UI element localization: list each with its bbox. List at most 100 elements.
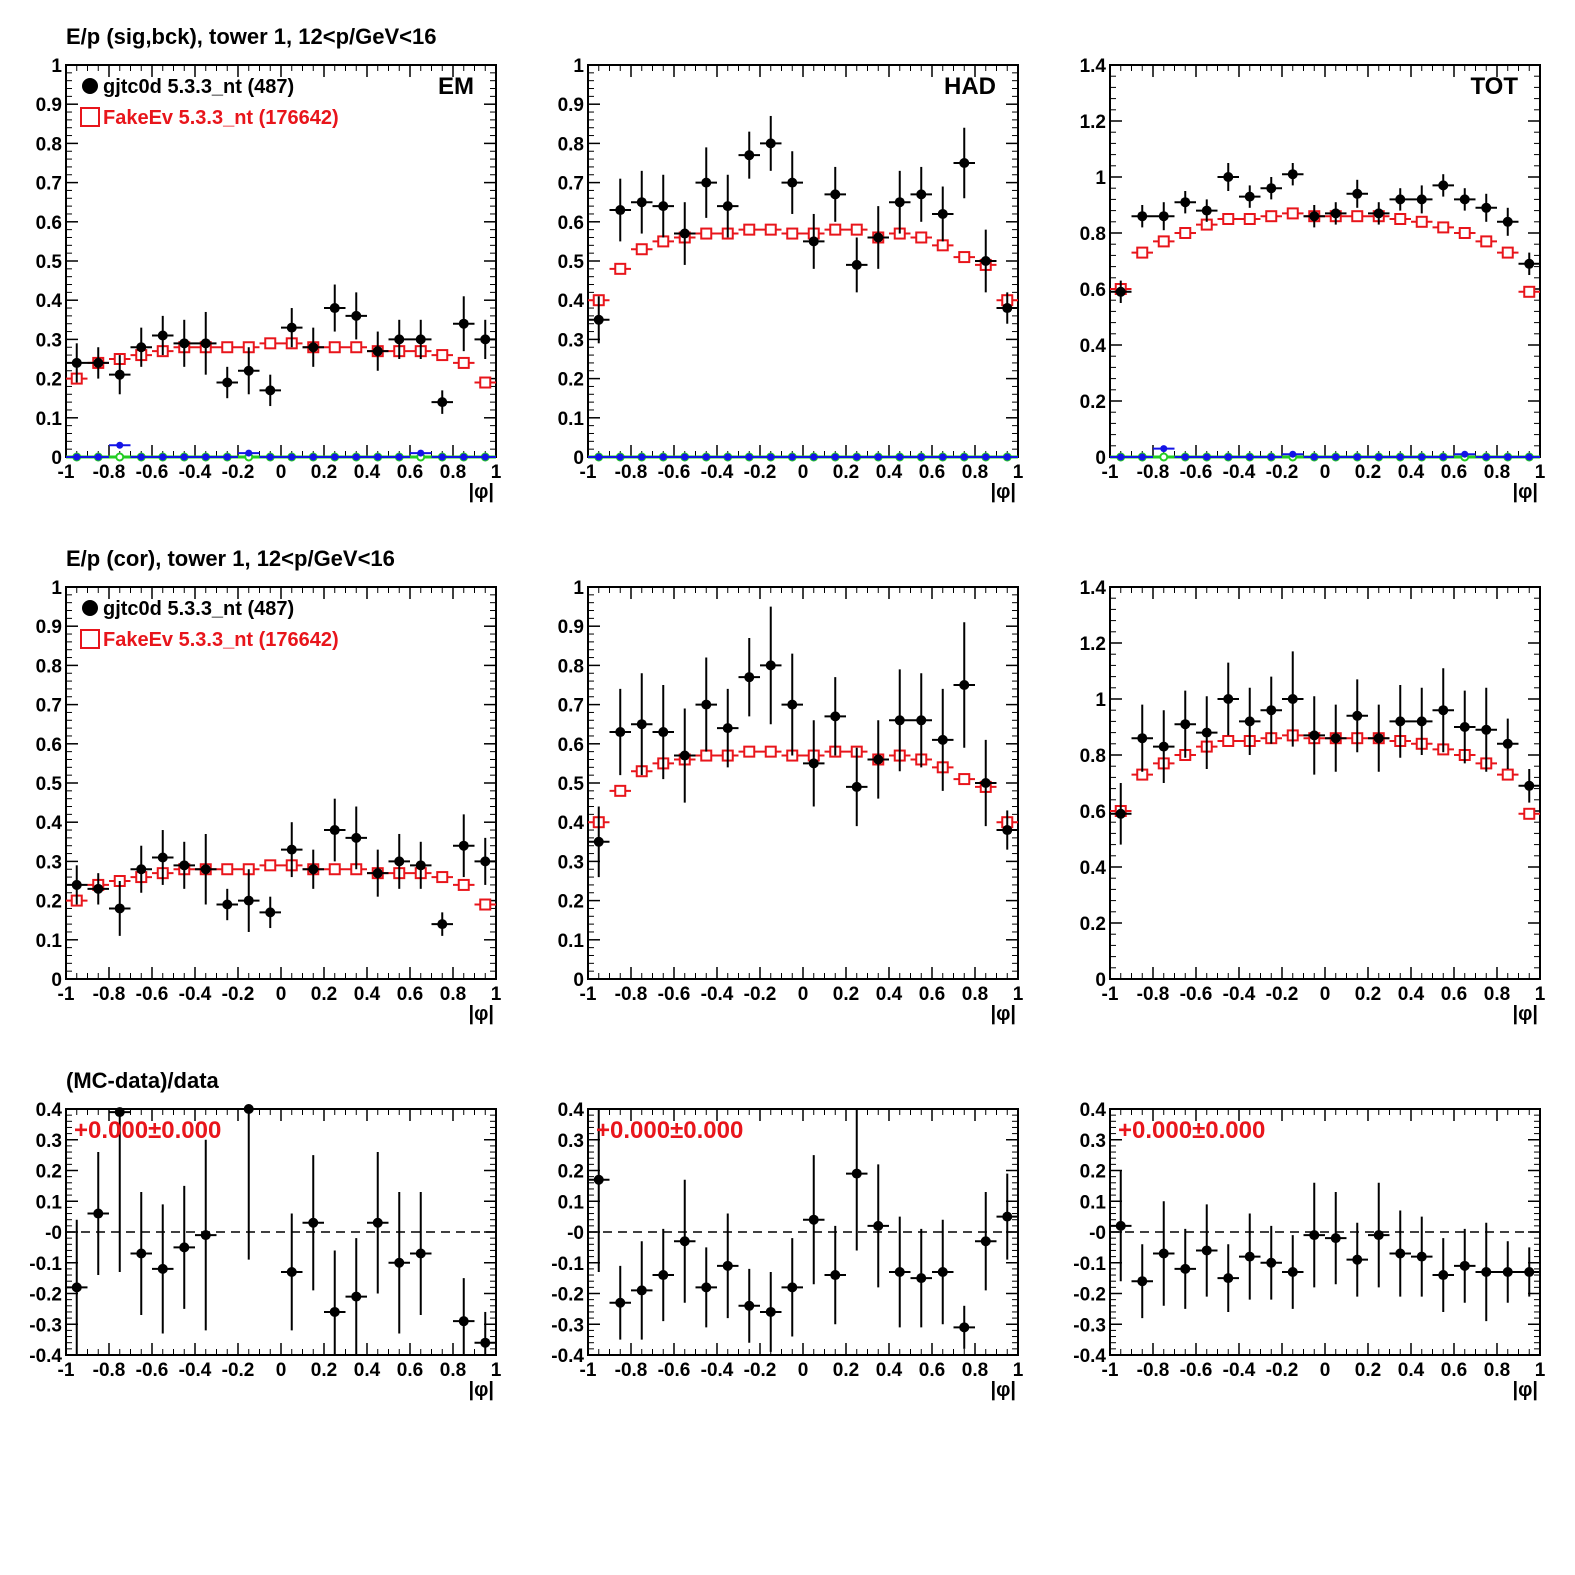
y-tick-label: 0.1 [36,931,63,952]
y-tick-label: 0 [573,448,584,469]
y-tick-label: 0.8 [36,656,62,677]
x-tick-label: 0 [1320,984,1331,1005]
data-point [679,228,690,239]
y-tick-label: 0.6 [1080,280,1106,301]
data-point [1223,694,1234,704]
data-point [480,856,491,867]
data-point [916,715,927,726]
x-tick-label: -0.8 [93,1360,126,1381]
data-point [830,711,841,722]
bck-data-point [1418,453,1426,461]
x-tick-label: -1 [58,462,75,483]
data-point [636,1285,647,1296]
x-tick-label: 0.4 [1398,1360,1425,1381]
data-point [1438,1270,1449,1281]
data-point [437,919,448,930]
y-tick-label: 0.4 [1080,336,1107,357]
y-tick-label: 0.5 [558,774,585,795]
data-point [286,844,297,855]
y-tick-label: 0.5 [558,252,585,273]
x-tick-label: -0.4 [701,984,734,1005]
data-point [1373,208,1384,219]
data-point [1395,1248,1406,1259]
data-point [808,758,819,769]
data-point [593,1174,604,1185]
data-point [157,1263,168,1274]
panel-ratio-had: -0.4 -0.3 -0.2 -0.1 -0 0.1 0.2 0.3 0.4 -1 -0.8 -0.6… [551,1100,1023,1401]
x-axis-label: |φ| [991,1379,1017,1401]
plot-frame [1109,64,1541,458]
y-tick-label: 0.3 [36,1131,62,1152]
data-point [1002,1211,1013,1222]
series-filled-circle [1110,1170,1540,1322]
x-tick-label: 1 [491,984,502,1005]
legend-mc-label: FakeEv 5.3.3_nt (176642) [103,107,339,129]
y-tick-label: 0.7 [36,696,62,717]
data-point [179,1242,190,1253]
x-tick-label: -0.4 [179,462,212,483]
x-tick-label: 0.8 [962,984,988,1005]
x-tick-label: -1 [1102,1360,1119,1381]
x-tick-label: -0.6 [1180,1360,1213,1381]
data-point [1115,1220,1126,1231]
y-tick-label: 0.3 [558,330,584,351]
bck-data-point [180,453,188,461]
mc-point [764,745,777,758]
data-point [1330,1233,1341,1244]
data-point [1330,733,1341,744]
bck-data-point [595,453,603,461]
x-tick-label: 0.2 [311,1360,337,1381]
x-tick-label: 0 [798,1360,809,1381]
x-tick-label: 0 [798,984,809,1005]
mc-point [1523,807,1536,820]
data-point [851,1168,862,1179]
data-point [658,1270,669,1281]
data-point [1524,1266,1535,1277]
y-tick-label: -0.3 [1073,1315,1106,1336]
y-tick-label: -0.3 [551,1315,584,1336]
data-point [980,256,991,266]
data-point [415,1248,426,1259]
data-point [1158,741,1169,752]
x-tick-label: 0.2 [833,984,859,1005]
plot-frame [587,586,1019,980]
fit-result-label: +0.000±0.000 [74,1117,221,1144]
data-point [93,357,104,368]
bck-data-point [853,453,861,461]
bck-data-point [659,453,667,461]
x-axis-label: |φ| [1513,1379,1539,1401]
mc-point [264,337,277,350]
mc-point [1415,215,1428,228]
legend: gjtc0d 5.3.3_nt (487) FakeEv 5.3.3_nt (17… [80,76,339,129]
data-point [937,208,948,219]
x-tick-label: 0.6 [1441,1360,1467,1381]
x-tick-label: 0 [1320,462,1331,483]
x-tick-label: 0.6 [397,462,423,483]
x-tick-label: 0.6 [397,984,423,1005]
legend-data-marker [82,78,98,94]
y-tick-label: 1 [1095,168,1106,189]
data-point [1395,716,1406,727]
y-tick-label: 0.4 [1080,1100,1107,1121]
y-tick-label: 0.1 [36,1192,63,1213]
data-point [222,377,233,388]
mc-point [221,863,234,876]
y-tick-label: -0 [567,1223,584,1244]
data-point [1459,194,1470,205]
panel-ratio-tot: -0.4 -0.3 -0.2 -0.1 -0 0.1 0.2 0.3 0.4 -1 -0.8 -0.6… [1073,1100,1545,1401]
y-tick-label: 0.4 [558,1100,585,1121]
data-point [658,727,669,738]
data-point [1002,303,1013,314]
x-tick-label: -0.8 [615,462,648,483]
bck-data-point [896,453,904,461]
data-point [615,727,626,738]
x-tick-label: -0.6 [1180,984,1213,1005]
mc-point [1351,210,1364,223]
data-point [1002,825,1013,836]
data-point [136,1248,147,1259]
y-tick-label: 0.4 [36,1100,63,1121]
data-point [701,177,712,188]
data-point [1244,191,1255,202]
data-point [851,781,862,792]
